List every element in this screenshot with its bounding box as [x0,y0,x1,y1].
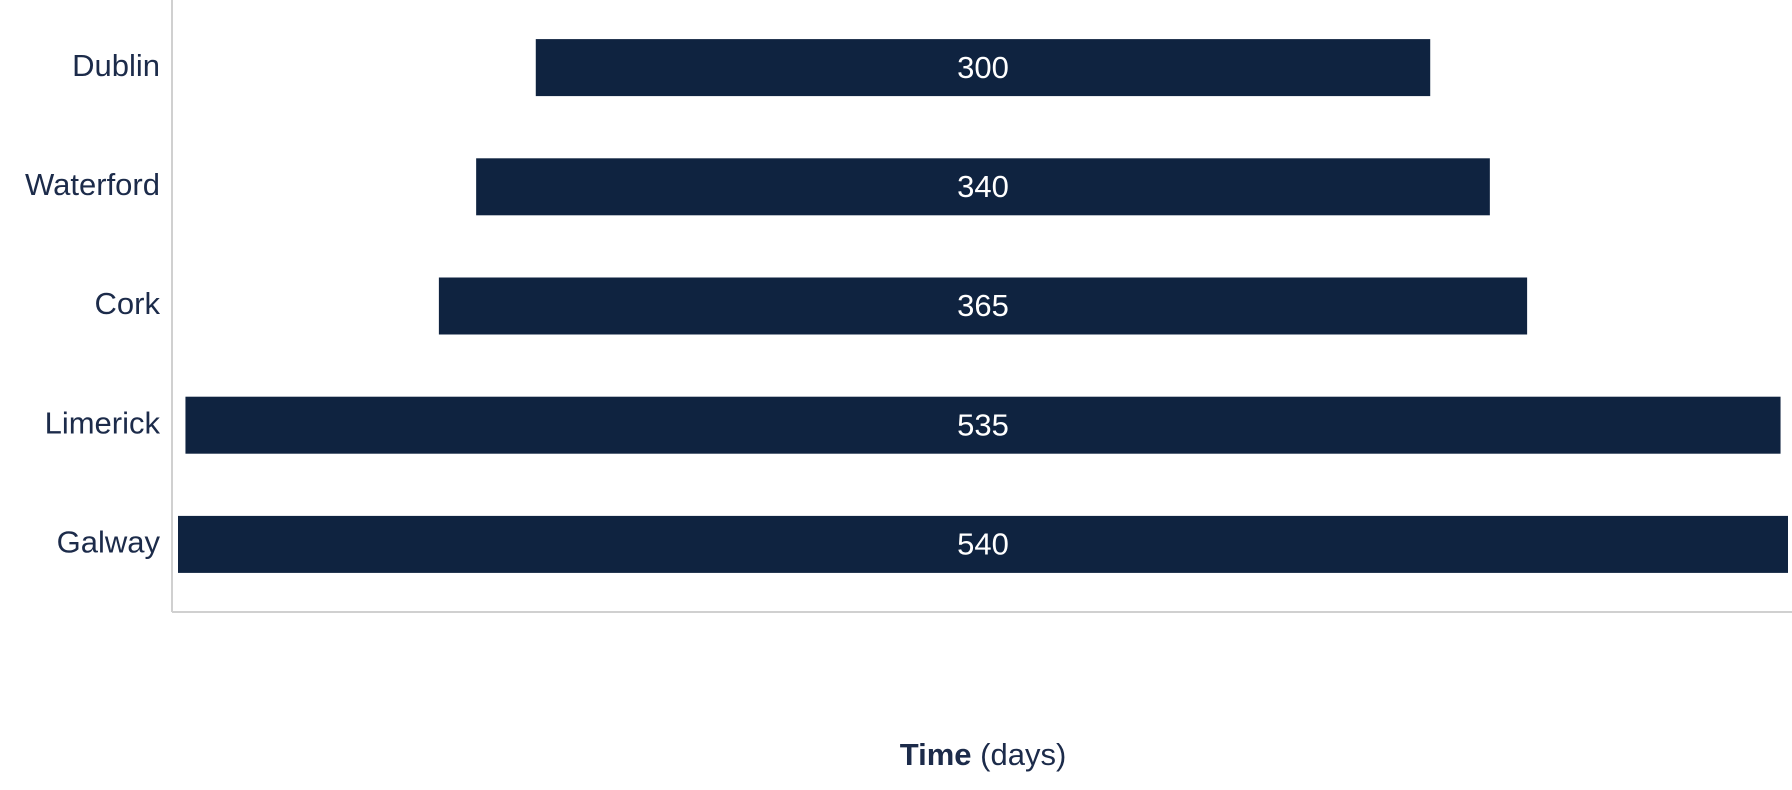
value-label: 535 [957,407,1009,442]
bar [476,158,1490,216]
x-axis-label-unit: (days) [980,737,1066,772]
y-tick-label: Cork [95,286,161,321]
value-label: 300 [957,50,1009,85]
x-axis-label: Time (days) [900,737,1067,772]
bar [438,277,1528,335]
y-tick-label: Dublin [72,48,160,83]
bar [185,396,1781,454]
bar [178,515,1788,573]
value-label: 365 [957,288,1009,323]
y-tick-label: Galway [57,525,161,560]
y-tick-label: Limerick [45,405,161,440]
y-tick-label: Waterford [25,167,160,202]
x-axis-label-main: Time [900,737,972,772]
bar [535,39,1431,97]
value-label: 340 [957,169,1009,204]
value-label: 540 [957,527,1009,562]
